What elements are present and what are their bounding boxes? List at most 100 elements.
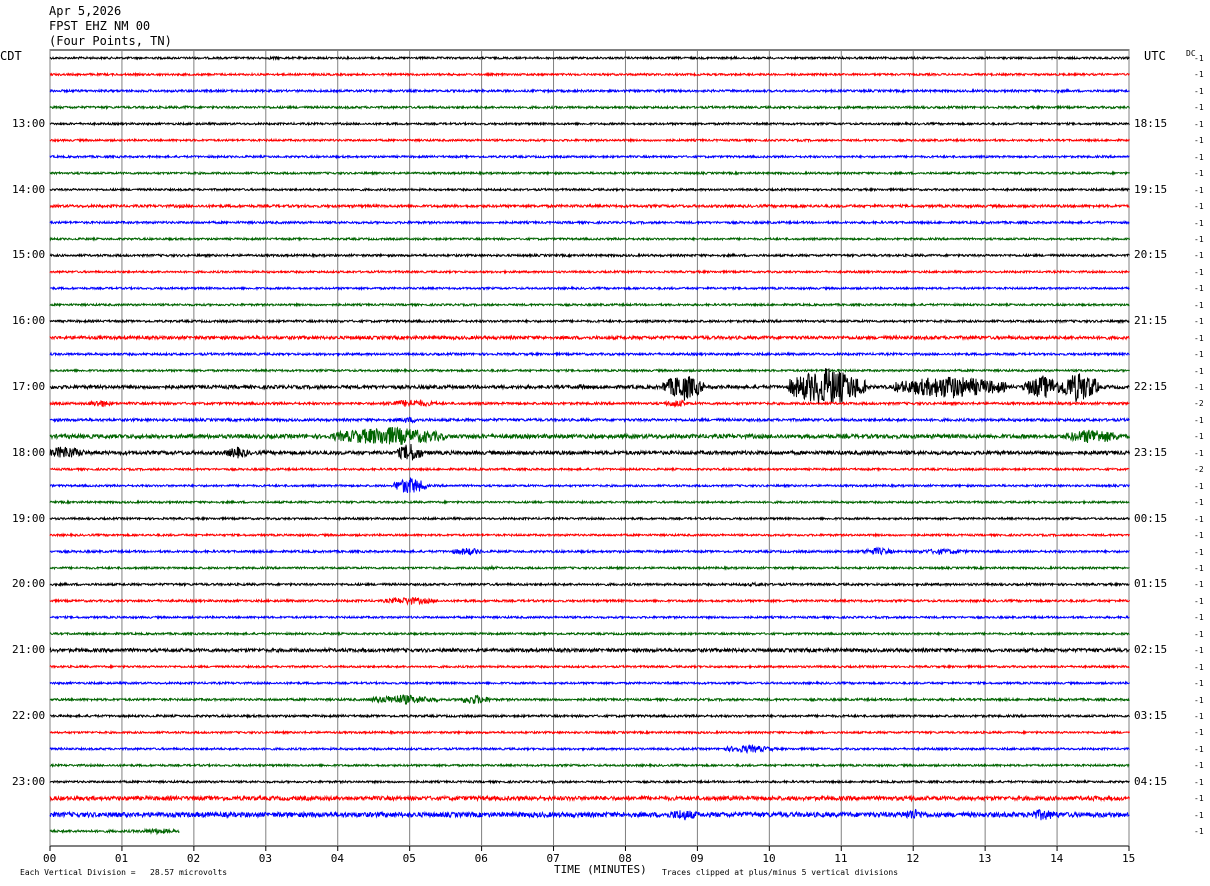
dc-offset-label: -1	[1194, 218, 1204, 228]
trace-row	[49, 236, 1130, 242]
dc-offset-label: -1	[1194, 136, 1204, 146]
trace-row	[49, 630, 1130, 637]
right-hour-label: 00:15	[1134, 511, 1168, 525]
x-tick-label: 05	[402, 852, 416, 865]
x-tick-label: 10	[762, 852, 776, 865]
dc-offset-label: -1	[1194, 415, 1204, 425]
x-tick-label: 09	[690, 852, 704, 865]
trace-row	[49, 301, 1130, 308]
trace-row	[49, 104, 1130, 111]
right-hour-label: 21:15	[1134, 314, 1168, 328]
dc-offset-label: -1	[1194, 481, 1204, 491]
left-hour-label: 16:00	[12, 314, 46, 328]
dc-offset-label: -1	[1194, 333, 1204, 343]
left-hour-label: 13:00	[12, 116, 46, 130]
dc-offset-label: -1	[1194, 662, 1204, 672]
dc-offset-label: -1	[1194, 54, 1204, 63]
dc-offset-label: -1	[1194, 70, 1204, 80]
trace-row	[49, 137, 1130, 144]
trace-row	[49, 564, 1130, 572]
dc-offset-label: -1	[1194, 531, 1204, 541]
x-tick-label: 08	[618, 852, 632, 865]
left-hour-label: 17:00	[12, 380, 46, 393]
x-tick-label: 13	[978, 852, 992, 865]
trace-row	[49, 153, 1130, 160]
dc-offset-label: -1	[1194, 300, 1204, 310]
left-hour-label: 20:00	[12, 577, 46, 591]
trace-row	[49, 219, 1130, 226]
trace-row	[49, 318, 1130, 325]
trace-row	[49, 416, 1130, 424]
plot-border	[49, 49, 1130, 847]
dc-label: DC	[1186, 49, 1196, 58]
dc-offset-label: -2	[1194, 399, 1204, 409]
x-tick-label: 11	[834, 852, 848, 865]
trace-row	[49, 351, 1130, 358]
dc-offset-label: -1	[1194, 580, 1204, 590]
trace-row	[49, 827, 180, 836]
dc-offset-label: -1	[1194, 169, 1204, 179]
trace-row	[49, 729, 1130, 736]
left-hour-label: 19:00	[12, 511, 46, 525]
trace-row	[49, 808, 1130, 821]
trace-row	[49, 680, 1130, 686]
trace-row	[49, 367, 1130, 374]
dc-offset-label: -1	[1194, 629, 1204, 639]
left-hour-label: 23:00	[12, 774, 46, 788]
dc-offset-label: -1	[1194, 777, 1204, 787]
dc-offset-label: -1	[1194, 563, 1204, 573]
dc-offset-label: -1	[1194, 547, 1204, 557]
dc-offset-label: -1	[1194, 712, 1204, 721]
dc-offset-label: -1	[1194, 317, 1204, 327]
station-label: FPST EHZ NM 00	[49, 19, 151, 33]
x-tick-label: 07	[546, 852, 560, 865]
x-axis-title: TIME (MINUTES)	[554, 863, 647, 876]
x-tick-label: 00	[43, 852, 57, 865]
x-tick-label: 02	[186, 852, 201, 865]
location-label: (Four Points, TN)	[49, 34, 172, 48]
right-hour-label: 23:15	[1134, 445, 1168, 459]
right-hour-label: 01:15	[1134, 577, 1168, 591]
dc-offset-label: -1	[1194, 448, 1204, 458]
left-hour-label: 14:00	[12, 182, 46, 196]
division-note: Each Vertical Division = 28.57 microvolt…	[20, 868, 228, 877]
grid	[49, 49, 1130, 851]
trace-row	[50, 285, 1130, 292]
dc-offset-label: -1	[1194, 103, 1204, 113]
dc-offset-label: -1	[1194, 679, 1204, 689]
trace-row	[49, 398, 1130, 408]
trace-row	[49, 515, 1130, 522]
dc-offset-label: -1	[1194, 596, 1204, 606]
trace-row	[49, 120, 1130, 127]
x-tick-label: 15	[1122, 852, 1136, 865]
left-hour-label: 21:00	[12, 643, 46, 657]
right-hour-label: 19:15	[1134, 182, 1168, 196]
x-tick-label: 14	[1050, 852, 1064, 865]
trace-row	[49, 71, 1130, 78]
trace-row	[49, 499, 1130, 506]
dc-offset-label: -1	[1194, 234, 1204, 244]
trace-row	[49, 170, 1130, 177]
dc-offset-label: -1	[1194, 119, 1204, 129]
dc-offset-label: -1	[1194, 366, 1204, 376]
x-tick-label: 12	[906, 852, 920, 865]
trace-row	[49, 477, 1130, 493]
right-hour-label: 18:15	[1134, 116, 1168, 130]
trace-row	[49, 663, 1130, 670]
trace-row	[49, 614, 1130, 621]
x-tick-label: 06	[474, 852, 488, 865]
dc-offset-label: -1	[1194, 383, 1204, 392]
dc-offset-label: -1	[1194, 761, 1204, 771]
dc-offset-label: -1	[1194, 498, 1204, 508]
x-tick-label: 01	[114, 852, 129, 865]
trace-row	[49, 762, 1130, 769]
trace-row	[49, 268, 1130, 275]
traces	[49, 55, 1130, 836]
left-hour-label: 22:00	[12, 709, 46, 722]
trace-row	[49, 466, 1130, 473]
trace-row	[49, 87, 1130, 95]
x-tick-label: 03	[258, 852, 273, 865]
trace-row	[49, 443, 1130, 461]
right-hour-label: 22:15	[1134, 380, 1168, 393]
